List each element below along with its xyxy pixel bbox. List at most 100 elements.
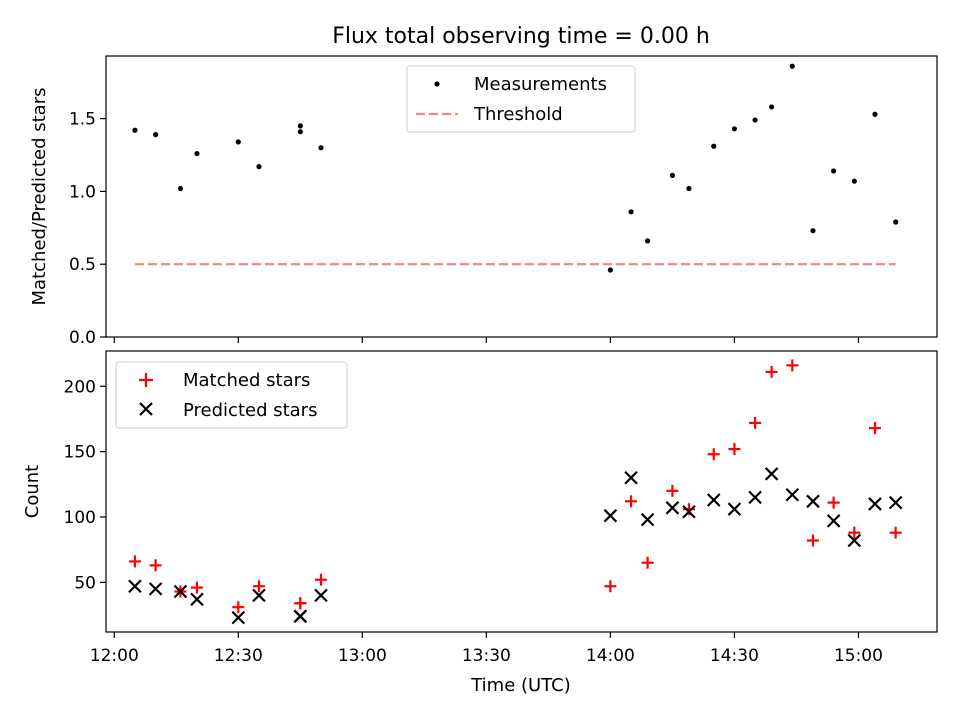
legend-predicted-marker: [139, 402, 153, 416]
y-tick-label: 0.5: [69, 255, 96, 275]
x-tick-label: 13:30: [462, 646, 511, 666]
bottom-plot: 50 100 150 200 12:00 12:30 13:00 13:30 14:00 14:…: [22, 350, 938, 666]
measurement-point: [752, 117, 758, 123]
matched-point: [252, 580, 265, 593]
predicted-point: [624, 470, 638, 485]
y-tick-label: 0.0: [69, 328, 96, 348]
measurement-point: [711, 143, 717, 149]
predicted-point: [764, 467, 779, 481]
measurement-point: [831, 168, 837, 174]
matched-point: [190, 581, 203, 594]
x-tick-label: 14:00: [586, 646, 635, 666]
measurement-point: [132, 127, 138, 133]
matched-point: [827, 496, 840, 509]
predicted-point: [826, 514, 841, 528]
matched-point: [682, 503, 695, 516]
legend-threshold-label: Threshold: [473, 104, 563, 125]
measurement-point: [686, 185, 692, 192]
predicted-point: [682, 504, 696, 519]
predicted-point: [148, 582, 163, 596]
measurement-point: [731, 126, 738, 132]
matched-point: [749, 416, 762, 429]
matched-point: [806, 534, 819, 547]
bottom-legend-box: [115, 361, 348, 429]
matched-point: [666, 484, 679, 497]
matched-point: [294, 597, 307, 610]
matched-point: [128, 555, 141, 568]
measurement-point: [177, 185, 184, 192]
measurement-point: [297, 123, 303, 129]
predicted-point: [847, 533, 862, 548]
x-tick-label: 12:00: [90, 646, 139, 666]
y-tick-label: 50: [74, 573, 96, 593]
measurement-point: [810, 228, 816, 234]
y-tick-label: 1.0: [69, 182, 96, 202]
measurement-point: [318, 145, 324, 151]
predicted-point: [785, 487, 800, 502]
top-y-axis-label: Matched/Predicted stars: [29, 88, 50, 306]
x-tick-label: 14:30: [710, 646, 759, 666]
bottom-marks: [128, 359, 903, 625]
predicted-point: [665, 501, 680, 515]
measurement-point: [644, 238, 651, 244]
matched-point: [232, 601, 245, 614]
predicted-point: [888, 495, 903, 510]
predicted-point: [748, 490, 762, 505]
measurement-point: [256, 164, 262, 170]
predicted-point: [806, 494, 820, 509]
predicted-point: [173, 584, 188, 599]
x-tick-label: 13:00: [338, 646, 387, 666]
predicted-point: [231, 610, 246, 625]
predicted-point: [190, 592, 204, 607]
y-tick-label: 200: [64, 377, 96, 397]
predicted-point: [314, 588, 328, 603]
matched-point: [728, 443, 741, 456]
predicted-point: [603, 508, 618, 523]
bottom-x-ticks: 12:00 12:30 13:00 13:30 14:00 14:30 15:00: [90, 632, 883, 666]
matched-point: [786, 359, 799, 372]
measurement-point: [235, 139, 241, 145]
legend-measurements-marker: [434, 81, 440, 87]
x-tick-label: 15:00: [834, 646, 883, 666]
measurement-point: [851, 178, 857, 184]
top-marks: [132, 63, 899, 273]
legend-predicted-label: Predicted stars: [183, 400, 317, 421]
measurement-point: [669, 172, 676, 178]
predicted-point: [252, 588, 266, 603]
matched-point: [765, 365, 778, 378]
measurement-point: [194, 150, 200, 157]
legend-matched-marker: [139, 373, 153, 387]
predicted-point: [706, 493, 721, 507]
predicted-point: [128, 579, 142, 594]
y-tick-label: 150: [64, 443, 96, 463]
measurement-point: [607, 267, 613, 273]
predicted-point: [640, 512, 655, 527]
measurement-point: [789, 63, 795, 69]
x-axis-label: Time (UTC): [470, 675, 571, 696]
matched-point: [868, 422, 881, 435]
legend-measurements-label: Measurements: [474, 74, 607, 95]
measurement-point: [872, 111, 878, 117]
y-tick-label: 100: [64, 508, 96, 528]
y-tick-label: 1.5: [69, 110, 96, 130]
bottom-legend: Matched stars Predicted stars: [115, 361, 348, 429]
matched-point: [641, 556, 654, 569]
top-legend: Measurements Threshold: [406, 65, 636, 133]
matched-point: [604, 580, 617, 593]
matched-point: [889, 526, 902, 539]
top-plot-frame: [105, 55, 938, 338]
measurement-point: [893, 219, 899, 225]
bottom-y-ticks: 50 100 150 200: [64, 377, 106, 593]
matched-point: [848, 526, 861, 539]
matched-point: [625, 495, 638, 508]
x-tick-label: 12:30: [214, 646, 263, 666]
matched-point: [314, 573, 327, 586]
chart-title: Flux total observing time = 0.00 h: [332, 24, 710, 49]
legend-matched-label: Matched stars: [183, 370, 310, 391]
predicted-point: [727, 502, 742, 516]
bottom-plot-frame: [105, 350, 938, 633]
measurement-point: [153, 132, 159, 138]
top-x-ticks: [113, 337, 860, 343]
top-legend-box: [406, 65, 636, 133]
